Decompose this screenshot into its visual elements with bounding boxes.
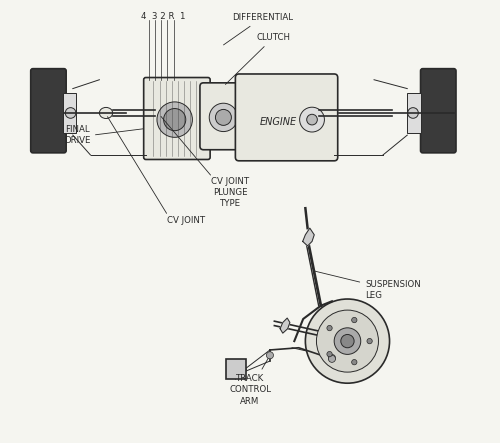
Circle shape	[352, 317, 357, 323]
Text: FINAL
DRIVE: FINAL DRIVE	[64, 125, 90, 145]
Circle shape	[328, 354, 336, 361]
Circle shape	[306, 114, 318, 125]
Text: CV JOINT
PLUNGE
TYPE: CV JOINT PLUNGE TYPE	[211, 177, 249, 208]
Circle shape	[341, 334, 354, 348]
Polygon shape	[302, 228, 314, 246]
Circle shape	[327, 351, 332, 357]
FancyBboxPatch shape	[420, 69, 456, 153]
Circle shape	[306, 299, 390, 383]
Circle shape	[209, 103, 238, 132]
FancyBboxPatch shape	[226, 359, 246, 379]
Circle shape	[408, 108, 418, 118]
Circle shape	[316, 310, 378, 372]
Circle shape	[328, 355, 336, 362]
Text: DIFFERENTIAL: DIFFERENTIAL	[224, 13, 294, 45]
FancyBboxPatch shape	[30, 69, 66, 153]
Circle shape	[157, 102, 192, 137]
Circle shape	[327, 326, 332, 331]
FancyBboxPatch shape	[408, 93, 420, 133]
FancyBboxPatch shape	[236, 74, 338, 161]
Circle shape	[164, 109, 186, 131]
FancyBboxPatch shape	[63, 93, 76, 133]
Circle shape	[266, 352, 274, 359]
Circle shape	[300, 107, 324, 132]
FancyBboxPatch shape	[144, 78, 210, 159]
FancyBboxPatch shape	[154, 109, 165, 117]
Circle shape	[66, 108, 76, 118]
Text: CV JOINT: CV JOINT	[166, 216, 205, 225]
Text: CLUTCH: CLUTCH	[226, 33, 290, 85]
Circle shape	[334, 328, 361, 354]
Text: 4  3 2 R  1: 4 3 2 R 1	[142, 12, 186, 21]
Ellipse shape	[306, 108, 318, 118]
Circle shape	[216, 109, 232, 125]
Ellipse shape	[100, 107, 112, 119]
Text: SUSPENSION
LEG: SUSPENSION LEG	[314, 271, 421, 300]
Polygon shape	[280, 318, 290, 333]
Circle shape	[367, 338, 372, 344]
FancyBboxPatch shape	[200, 83, 244, 150]
Circle shape	[352, 360, 357, 365]
Text: ENGINE: ENGINE	[260, 117, 298, 127]
Text: TRACK
CONTROL
ARM: TRACK CONTROL ARM	[229, 358, 271, 405]
